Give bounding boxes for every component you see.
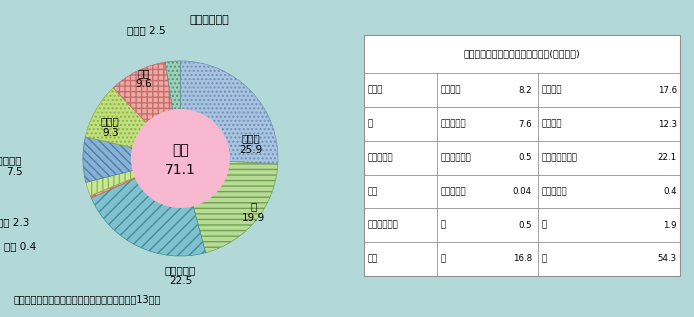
Text: 配偶者
25.9: 配偶者 25.9 — [239, 133, 262, 155]
Text: その他 2.5: その他 2.5 — [127, 25, 166, 35]
Text: 54.3: 54.3 — [658, 255, 677, 263]
Text: 男（息子）: 男（息子） — [440, 120, 466, 128]
Wedge shape — [180, 158, 278, 253]
Text: 男（父親）: 男（父親） — [440, 187, 466, 196]
Wedge shape — [113, 62, 180, 158]
Text: 0.5: 0.5 — [518, 221, 532, 230]
Text: 22.1: 22.1 — [658, 153, 677, 162]
Text: 17.6: 17.6 — [658, 86, 677, 95]
Wedge shape — [180, 61, 278, 164]
Text: 男（夫）: 男（夫） — [440, 86, 461, 95]
Text: 配偶者: 配偶者 — [368, 86, 383, 95]
Text: 7.6: 7.6 — [518, 120, 532, 128]
Text: 男: 男 — [440, 221, 446, 230]
Text: 女（妻）: 女（妻） — [541, 86, 561, 95]
Text: 子: 子 — [368, 120, 373, 128]
Text: 女（娘）: 女（娘） — [541, 120, 561, 128]
Wedge shape — [90, 158, 180, 198]
Text: 71.1: 71.1 — [165, 163, 196, 177]
Text: 父母 0.4: 父母 0.4 — [4, 241, 36, 251]
Text: 0.04: 0.04 — [513, 187, 532, 196]
Circle shape — [132, 110, 229, 207]
Wedge shape — [83, 137, 180, 182]
Text: 不詳
9.6: 不詳 9.6 — [135, 68, 152, 89]
Wedge shape — [86, 158, 180, 196]
Text: 子の配偶者: 子の配偶者 — [368, 153, 393, 162]
Text: 女: 女 — [541, 255, 546, 263]
Text: 資料：厚生労働省「国民生活基礎調査」（平成13年）: 資料：厚生労働省「国民生活基礎調査」（平成13年） — [14, 294, 161, 304]
Text: 1.9: 1.9 — [663, 221, 677, 230]
Text: 12.3: 12.3 — [658, 120, 677, 128]
Text: 子の配偶者
22.5: 子の配偶者 22.5 — [164, 265, 196, 286]
Text: 0.4: 0.4 — [663, 187, 677, 196]
Text: 男: 男 — [440, 255, 446, 263]
Text: 合計: 合計 — [368, 255, 378, 263]
Text: 別居の家族等
7.5: 別居の家族等 7.5 — [0, 156, 22, 177]
Wedge shape — [85, 88, 180, 158]
FancyBboxPatch shape — [364, 35, 680, 276]
Text: 0.5: 0.5 — [518, 153, 532, 162]
Text: 同居の家族等介護者の男女別内訳(単位：％): 同居の家族等介護者の男女別内訳(単位：％) — [464, 49, 581, 58]
Text: 8.2: 8.2 — [518, 86, 532, 95]
Text: （単位：％）: （単位：％） — [190, 15, 230, 25]
Text: 女（息子の妻）: 女（息子の妻） — [541, 153, 577, 162]
Text: 男（娘の夫）: 男（娘の夫） — [440, 153, 471, 162]
Wedge shape — [91, 158, 205, 256]
Text: その他の親族: その他の親族 — [368, 221, 398, 230]
Text: その他の親族 2.3: その他の親族 2.3 — [0, 217, 29, 227]
Text: 子
19.9: 子 19.9 — [242, 201, 265, 223]
Text: 女: 女 — [541, 221, 546, 230]
Wedge shape — [165, 61, 180, 158]
Text: 同居: 同居 — [172, 144, 189, 158]
Text: 父母: 父母 — [368, 187, 378, 196]
Text: 女（母親）: 女（母親） — [541, 187, 567, 196]
Text: 事業者
9.3: 事業者 9.3 — [101, 116, 119, 138]
Text: 16.8: 16.8 — [513, 255, 532, 263]
